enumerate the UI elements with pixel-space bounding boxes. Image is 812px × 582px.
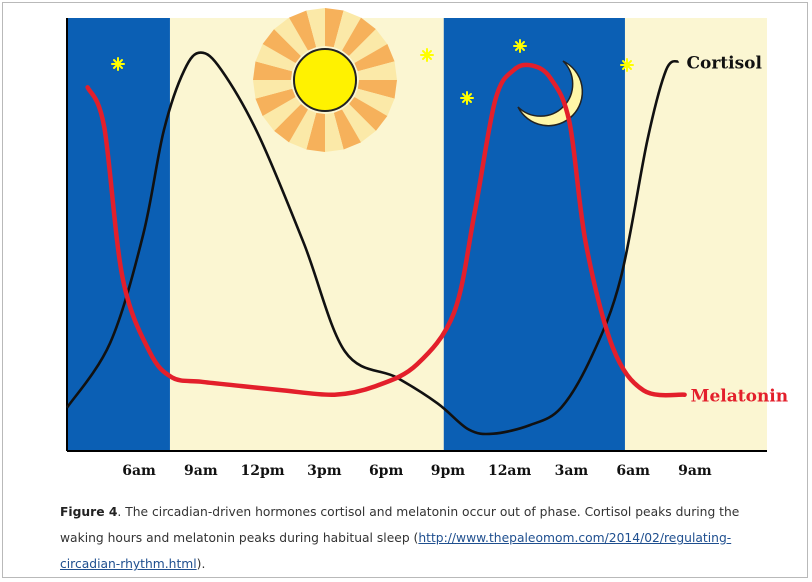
star-icon xyxy=(460,91,474,105)
sun-ray xyxy=(354,44,395,72)
sun-ray xyxy=(255,44,296,72)
series-line-melatonin xyxy=(85,62,687,398)
x-tick-label: 12am xyxy=(488,463,532,479)
x-tick-label: 6am xyxy=(122,463,156,479)
x-tick-label: 3pm xyxy=(307,463,342,479)
decorations xyxy=(111,8,634,152)
x-tick-label: 6am xyxy=(616,463,650,479)
star-icon xyxy=(620,58,634,72)
sun-ray xyxy=(255,88,296,116)
caption-text: . The circadian-driven hormones cortisol… xyxy=(60,505,740,545)
night-band-1 xyxy=(443,18,625,451)
sun-ray xyxy=(253,80,293,99)
sun-ray xyxy=(349,97,388,131)
sun-ray xyxy=(357,61,397,80)
sun-ray xyxy=(262,97,301,131)
sun-ray xyxy=(306,112,325,152)
series-labels: Cortisol Melatonin xyxy=(686,53,788,406)
sun-ray xyxy=(306,8,325,48)
sun-icon xyxy=(253,8,397,152)
sun-ray xyxy=(325,8,344,48)
sun-ray xyxy=(262,29,301,64)
circadian-chart: Cortisol Melatonin 6am 9am 12pm 3pm 6pm 9pm 12… xyxy=(65,8,788,479)
axes xyxy=(66,18,767,452)
sun-ray xyxy=(325,112,344,152)
series-label-cortisol: Cortisol xyxy=(686,53,762,73)
sun-ray xyxy=(253,61,293,80)
caption-link[interactable]: http://www.thepaleomom.com/2014/02/regul… xyxy=(60,531,732,571)
sun-ray xyxy=(274,104,308,143)
sun-ray xyxy=(333,10,361,51)
x-tick-label: 6pm xyxy=(369,463,404,479)
caption-suffix: ). xyxy=(196,557,206,571)
x-tick-label: 9pm xyxy=(431,463,466,479)
sun-ray xyxy=(342,104,376,143)
sun-ray xyxy=(333,109,361,150)
sun-ray xyxy=(349,29,388,64)
star-icon xyxy=(513,39,527,53)
caption-label: Figure 4 xyxy=(60,505,118,519)
sun-ray xyxy=(357,80,397,99)
sun-ray xyxy=(289,10,317,51)
day-band-1 xyxy=(624,18,767,451)
x-tick-label: 3am xyxy=(555,463,589,479)
x-tick-labels: 6am 9am 12pm 3pm 6pm 9pm 12am 3am 6am 9am xyxy=(122,463,712,479)
x-tick-label: 9am xyxy=(184,463,218,479)
series-line-cortisol xyxy=(65,51,680,436)
series-label-melatonin: Melatonin xyxy=(691,387,788,407)
star-icon xyxy=(111,57,125,71)
series-lines xyxy=(65,51,687,436)
x-tick-label: 9am xyxy=(678,463,712,479)
sun-ray xyxy=(354,88,395,116)
star-icon xyxy=(420,48,434,62)
figure-caption: Figure 4. The circadian-driven hormones … xyxy=(60,499,780,577)
sun-ray xyxy=(342,17,376,56)
sun-core xyxy=(293,48,357,112)
sun-ray xyxy=(274,17,308,56)
sun-ray xyxy=(289,109,317,150)
x-tick-label: 12pm xyxy=(241,463,285,479)
